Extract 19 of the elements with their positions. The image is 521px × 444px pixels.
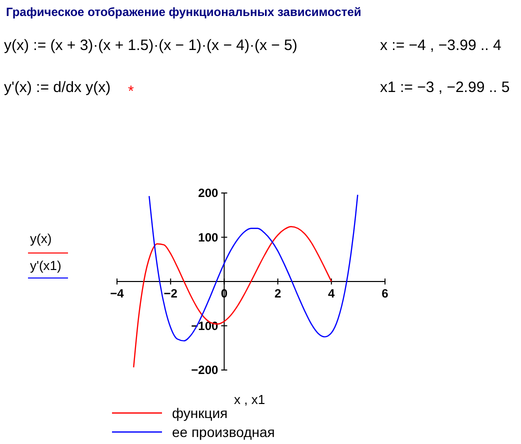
text: * [128,83,134,100]
x-tick-label: 2 [274,286,282,300]
text: y'(x) := d/dx y(x) [4,79,111,96]
y-tick-label: −200 [191,363,219,377]
y-tick-label: 200 [198,186,219,200]
x-tick-label: −4 [110,286,124,300]
text: y(x) := (x + 3)·(x + 1.5)·(x − 1)·(x − 4)·(x − 5) [4,37,298,54]
x-axis-title: x , x1 [234,392,266,407]
y-tick-label: 100 [198,230,219,244]
legend-label: ее производная [172,424,275,440]
text: x1 := −3 , −2.99 .. 5 [380,79,510,96]
text: x := −4 , −3.99 .. 4 [380,37,502,54]
x-tick-label: 6 [382,286,389,300]
y-axis-title: y(x) [30,231,52,246]
chart-title: Графическое отображение функциональных зависимостей [6,5,362,19]
x-tick-label: −2 [164,286,178,300]
y2-axis-title: y'(x1) [30,258,62,273]
x-tick-label: 4 [328,286,336,300]
legend-label: функция [172,405,228,421]
